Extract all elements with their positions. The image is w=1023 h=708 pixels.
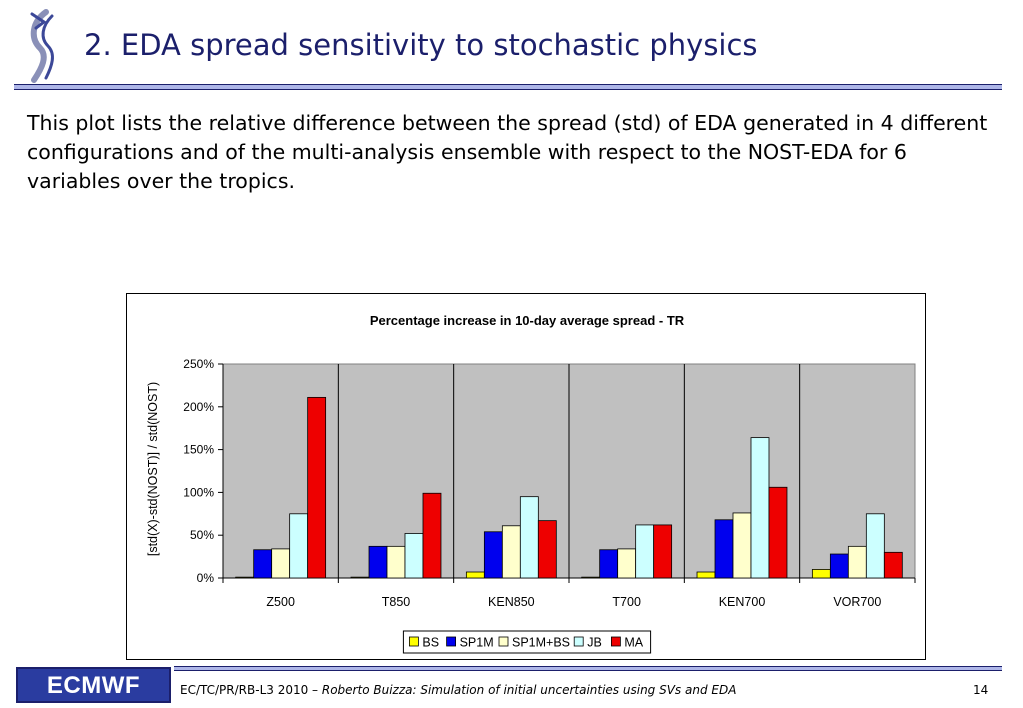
bar-ma	[307, 396, 327, 579]
bar-sp1m	[714, 519, 734, 579]
legend-swatch	[446, 636, 457, 647]
title-divider	[14, 84, 1002, 90]
footer-ref-code: EC/TC/PR/RB-L3 2010 –	[180, 683, 322, 697]
x-tick-label: T850	[382, 595, 411, 609]
legend-swatch	[408, 636, 419, 647]
bar-jb	[289, 513, 309, 579]
bar-bs	[350, 576, 370, 579]
x-tick-label: KEN700	[719, 595, 766, 609]
y-tick-label: 200%	[183, 400, 214, 414]
legend-label: BS	[422, 636, 439, 650]
bar-sp1m	[483, 531, 503, 579]
bar-jb	[635, 524, 655, 579]
ecmwf-logo: ECMWF	[16, 667, 171, 703]
chart-frame: Percentage increase in 10-day average sp…	[126, 293, 926, 660]
footer-reference: EC/TC/PR/RB-L3 2010 – Roberto Buizza: Si…	[180, 683, 736, 697]
bar-sp1m	[599, 549, 619, 579]
bar-sp1m-bs	[617, 548, 637, 579]
legend-label: SP1M+BS	[512, 636, 570, 650]
bar-sp1m-bs	[271, 548, 291, 579]
bar-jb	[750, 437, 770, 579]
y-tick-label: 100%	[183, 485, 214, 499]
bar-ma	[883, 551, 903, 579]
bar-jb	[404, 533, 424, 579]
bar-sp1m-bs	[386, 545, 406, 579]
legend-label: MA	[624, 636, 643, 650]
intro-text: This plot lists the relative difference …	[27, 111, 988, 193]
page-number: 14	[973, 683, 989, 697]
footer-divider	[174, 666, 1002, 671]
bar-jb	[519, 496, 539, 579]
x-tick-label: VOR700	[833, 595, 881, 609]
legend-swatch	[610, 636, 621, 647]
x-tick-label: T700	[612, 595, 641, 609]
bar-bs	[465, 571, 485, 579]
legend-label: SP1M	[460, 636, 494, 650]
y-tick-label: 0%	[197, 571, 215, 585]
bar-ma	[422, 492, 442, 579]
bar-bs	[581, 576, 601, 579]
bar-sp1m	[829, 553, 849, 579]
bar-ma	[537, 520, 557, 579]
ecmwf-logo-text: ECMWF	[46, 672, 141, 699]
bar-sp1m-bs	[847, 545, 867, 579]
y-axis-label: [std(X)-std(NOST)] / std(NOST)	[146, 382, 160, 556]
bar-sp1m	[253, 549, 273, 579]
bar-bs	[696, 571, 716, 579]
bar-ma	[768, 486, 788, 579]
y-tick-label: 50%	[190, 528, 214, 542]
bar-jb	[865, 513, 885, 579]
y-tick-label: 150%	[183, 443, 214, 457]
slide-title: 2. EDA spread sensitivity to stochastic …	[84, 28, 758, 62]
x-tick-label: KEN850	[488, 595, 535, 609]
legend-label: JB	[587, 636, 602, 650]
legend-swatch	[498, 636, 509, 647]
bar-sp1m-bs	[501, 525, 521, 579]
legend-swatch	[573, 636, 584, 647]
footer-author-title: Roberto Buizza: Simulation of initial un…	[321, 683, 737, 697]
bar-sp1m	[368, 545, 388, 579]
chart-title: Percentage increase in 10-day average sp…	[370, 313, 685, 328]
x-tick-label: Z500	[266, 595, 295, 609]
bar-chart: Percentage increase in 10-day average sp…	[146, 313, 916, 654]
legend-box	[402, 630, 652, 654]
bar-sp1m-bs	[732, 512, 752, 579]
bar-bs	[811, 569, 831, 579]
bar-ma	[653, 524, 673, 579]
bar-bs	[235, 576, 255, 579]
ecmwf-emblem-icon	[30, 9, 54, 83]
y-tick-label: 250%	[183, 357, 214, 371]
